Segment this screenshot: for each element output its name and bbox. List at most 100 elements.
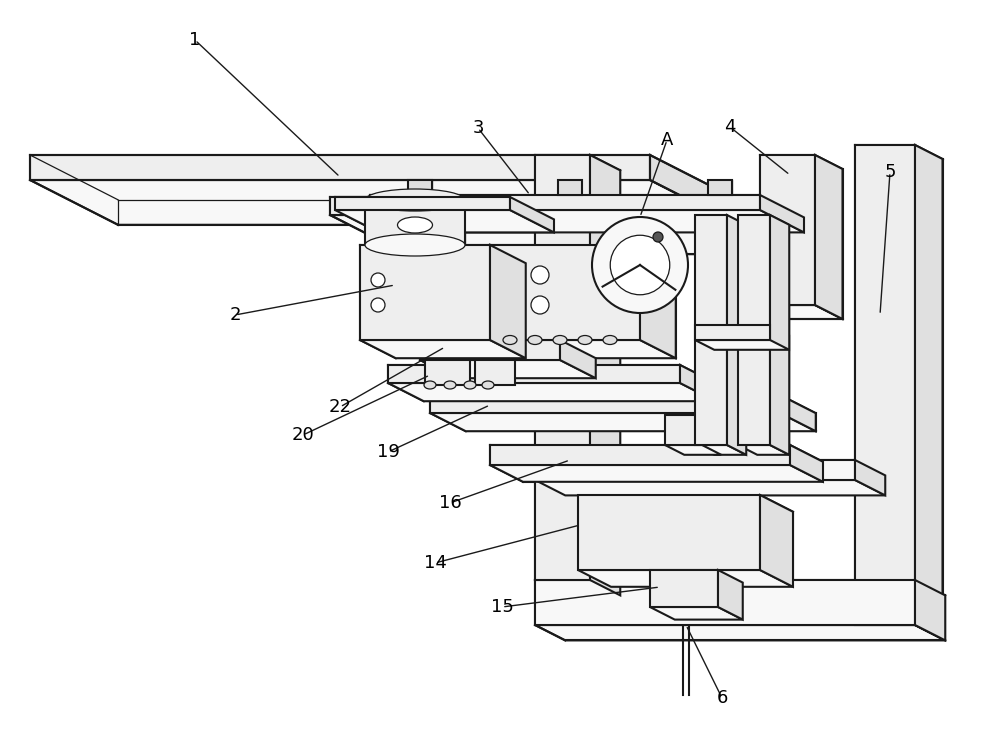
Polygon shape xyxy=(790,445,823,482)
Text: 14: 14 xyxy=(424,554,446,572)
Text: 3: 3 xyxy=(472,119,484,137)
Ellipse shape xyxy=(464,381,476,389)
Polygon shape xyxy=(475,360,515,385)
Polygon shape xyxy=(535,580,915,625)
Ellipse shape xyxy=(398,217,432,233)
Polygon shape xyxy=(370,195,760,210)
Text: 15: 15 xyxy=(491,598,513,616)
Text: 4: 4 xyxy=(724,118,736,136)
Polygon shape xyxy=(578,570,793,587)
Polygon shape xyxy=(420,360,596,378)
Polygon shape xyxy=(388,383,716,401)
Polygon shape xyxy=(578,495,760,570)
Polygon shape xyxy=(680,197,757,254)
Polygon shape xyxy=(535,580,620,596)
Text: 6: 6 xyxy=(716,689,728,707)
Text: 16: 16 xyxy=(439,494,461,512)
Circle shape xyxy=(371,298,385,312)
Polygon shape xyxy=(855,145,915,625)
Polygon shape xyxy=(30,155,650,180)
Ellipse shape xyxy=(553,335,567,344)
Polygon shape xyxy=(388,365,680,383)
Polygon shape xyxy=(760,155,815,305)
Text: A: A xyxy=(661,131,673,149)
Ellipse shape xyxy=(482,381,494,389)
Polygon shape xyxy=(425,360,470,385)
Polygon shape xyxy=(727,215,746,455)
Polygon shape xyxy=(535,480,885,495)
Polygon shape xyxy=(510,197,554,233)
Text: 2: 2 xyxy=(229,306,241,324)
Polygon shape xyxy=(535,460,855,480)
Circle shape xyxy=(610,236,670,294)
Polygon shape xyxy=(738,215,770,445)
Polygon shape xyxy=(560,340,596,378)
Polygon shape xyxy=(695,325,770,340)
Polygon shape xyxy=(665,445,721,455)
Ellipse shape xyxy=(424,381,436,389)
Polygon shape xyxy=(718,570,743,620)
Polygon shape xyxy=(490,465,823,482)
Polygon shape xyxy=(335,210,554,233)
Polygon shape xyxy=(650,570,718,607)
Polygon shape xyxy=(430,413,816,431)
Polygon shape xyxy=(408,180,432,195)
Circle shape xyxy=(371,273,385,287)
Polygon shape xyxy=(780,395,816,431)
Ellipse shape xyxy=(578,335,592,344)
Polygon shape xyxy=(695,445,746,455)
Polygon shape xyxy=(360,340,526,358)
Polygon shape xyxy=(660,197,700,203)
Polygon shape xyxy=(590,155,620,596)
Ellipse shape xyxy=(603,335,617,344)
Polygon shape xyxy=(30,180,738,225)
Polygon shape xyxy=(535,625,945,640)
Polygon shape xyxy=(640,245,676,358)
Polygon shape xyxy=(855,460,885,495)
Polygon shape xyxy=(770,215,789,455)
Text: 5: 5 xyxy=(884,163,896,181)
Polygon shape xyxy=(360,245,490,340)
Polygon shape xyxy=(330,215,757,254)
Polygon shape xyxy=(370,210,804,233)
Polygon shape xyxy=(330,197,680,215)
Polygon shape xyxy=(430,395,780,413)
Text: 19: 19 xyxy=(377,443,399,461)
Polygon shape xyxy=(695,215,727,445)
Circle shape xyxy=(592,217,688,313)
Polygon shape xyxy=(335,197,510,210)
Polygon shape xyxy=(915,580,945,640)
Polygon shape xyxy=(695,340,789,350)
Ellipse shape xyxy=(365,234,465,256)
Text: 20: 20 xyxy=(292,426,314,444)
Polygon shape xyxy=(760,195,804,233)
Polygon shape xyxy=(738,445,789,455)
Polygon shape xyxy=(815,155,842,319)
Circle shape xyxy=(531,266,549,284)
Polygon shape xyxy=(490,245,526,358)
Ellipse shape xyxy=(503,335,517,344)
Polygon shape xyxy=(650,607,743,620)
Polygon shape xyxy=(490,340,676,358)
Circle shape xyxy=(653,232,663,242)
Polygon shape xyxy=(915,145,942,639)
Ellipse shape xyxy=(528,335,542,344)
Text: 1: 1 xyxy=(189,31,201,49)
Polygon shape xyxy=(650,155,738,225)
Polygon shape xyxy=(665,415,702,445)
Polygon shape xyxy=(535,155,590,580)
Polygon shape xyxy=(760,495,793,587)
Polygon shape xyxy=(680,365,716,401)
Polygon shape xyxy=(490,245,640,340)
Polygon shape xyxy=(760,305,842,319)
Polygon shape xyxy=(365,200,465,245)
Ellipse shape xyxy=(365,189,465,211)
Polygon shape xyxy=(855,625,942,639)
Polygon shape xyxy=(490,445,790,465)
Polygon shape xyxy=(660,203,744,226)
Polygon shape xyxy=(558,180,582,195)
Text: 22: 22 xyxy=(328,398,352,416)
Polygon shape xyxy=(708,180,732,195)
Circle shape xyxy=(531,296,549,314)
Polygon shape xyxy=(420,340,560,360)
